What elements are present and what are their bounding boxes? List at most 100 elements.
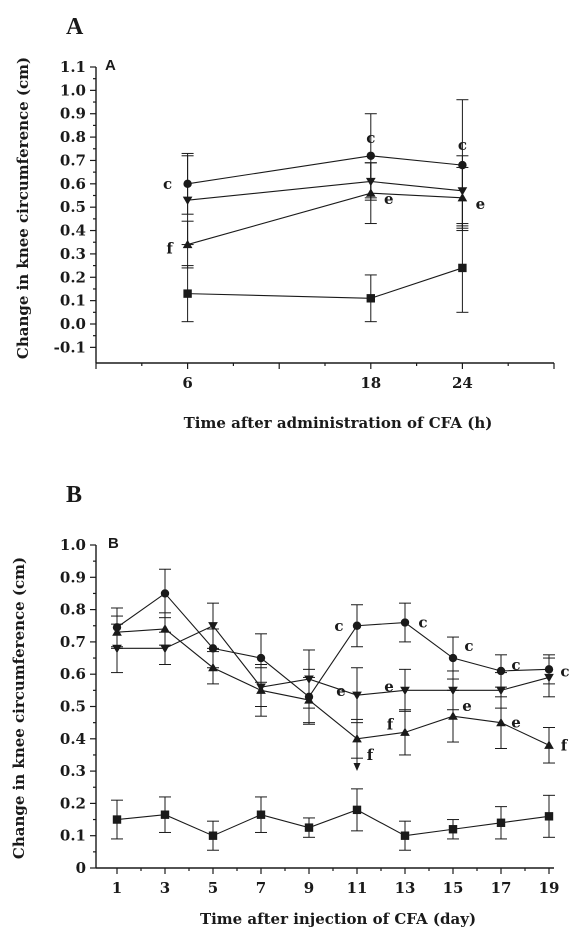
- y-tick-label: -0.1: [54, 338, 86, 356]
- panel-b-axes: 00.10.20.30.40.50.60.70.80.91.01 3 5 7 9 11 13…: [60, 536, 560, 897]
- y-tick-label: 0.6: [60, 175, 86, 193]
- y-tick-label: 0.5: [60, 698, 86, 716]
- panel-b-inner-label: B: [108, 535, 119, 552]
- y-tick-label: 0.9: [60, 568, 86, 586]
- panel-a-x-axis-label: Time after administration of CFA (h): [184, 414, 493, 432]
- data-point: [304, 823, 314, 832]
- y-tick-label: 0.7: [60, 151, 86, 169]
- series-line: [187, 192, 463, 246]
- data-point: [448, 825, 458, 834]
- data-point: [256, 653, 266, 663]
- data-point: [208, 831, 218, 840]
- y-tick-label: 0.3: [60, 762, 86, 780]
- x-tick-label: 13: [395, 879, 416, 897]
- y-tick-label: 0: [76, 859, 86, 877]
- data-point: [366, 294, 375, 303]
- data-point: [400, 618, 410, 627]
- data-point: [352, 805, 362, 815]
- data-point: [208, 662, 218, 672]
- annotation-arrow: [353, 752, 361, 771]
- x-tick-label: 18: [360, 374, 381, 392]
- y-tick-label: 0.6: [60, 665, 86, 683]
- series-line: [116, 809, 550, 837]
- data-point: [496, 717, 506, 727]
- series-line: [187, 267, 463, 299]
- x-tick-label: 3: [160, 879, 170, 897]
- significance-label: c: [418, 614, 427, 632]
- significance-label: e: [384, 190, 394, 208]
- x-tick-label: 11: [347, 879, 368, 897]
- data-point: [160, 624, 170, 633]
- significance-label: c: [464, 637, 473, 655]
- series-line: [116, 628, 550, 746]
- panel-a-y-axis-label: Change in knee circumference (cm): [14, 57, 32, 359]
- data-point: [458, 263, 467, 273]
- data-point: [496, 686, 506, 696]
- data-point: [496, 818, 506, 827]
- data-point: [544, 740, 554, 749]
- data-point: [352, 733, 362, 743]
- significance-label: e: [462, 697, 472, 715]
- x-tick-label: 7: [256, 879, 266, 897]
- data-point: [448, 686, 458, 696]
- data-point: [182, 196, 193, 206]
- significance-label: e: [511, 714, 521, 732]
- data-point: [457, 187, 468, 196]
- significance-label: c: [511, 656, 520, 674]
- data-point: [183, 289, 192, 298]
- x-tick-label: 1: [112, 879, 122, 897]
- data-point: [256, 683, 266, 692]
- panel-a-inner-label: A: [105, 57, 116, 74]
- data-point: [400, 727, 410, 736]
- panel-b-letter: B: [66, 482, 82, 508]
- panel-a-letter: A: [66, 14, 84, 40]
- data-point: [304, 675, 314, 684]
- panel-a-series: c c c f e e: [163, 99, 486, 323]
- data-point: [365, 177, 376, 187]
- data-point: [160, 644, 170, 654]
- panel-a-axes: -0.1 0.0 0.1 0.2 0.3 0.4 0.5 0.6 0.7 0.8 0.9 1.0 1.1…: [54, 58, 555, 392]
- significance-label: f: [387, 715, 395, 733]
- y-tick-label: 0.8: [60, 601, 86, 619]
- panel-b-x-axis-label: Time after injection of CFA (day): [200, 910, 476, 928]
- y-tick-label: 0.3: [60, 245, 86, 263]
- series-line: [116, 592, 550, 698]
- series-line: [117, 625, 550, 696]
- data-point: [160, 589, 170, 598]
- data-point: [544, 673, 554, 683]
- panel-b-y-axis-label: Change in knee circumference (cm): [10, 557, 28, 859]
- significance-label: f: [367, 746, 375, 764]
- x-tick-label: 9: [304, 879, 314, 897]
- data-point: [544, 812, 554, 821]
- y-tick-label: 1.1: [60, 58, 86, 76]
- significance-label: f: [166, 240, 174, 258]
- y-tick-label: 0.1: [60, 292, 86, 310]
- data-point: [448, 653, 458, 663]
- x-tick-label: 6: [182, 374, 192, 392]
- x-tick-label: 19: [539, 879, 560, 897]
- y-tick-label: 0.0: [60, 315, 86, 333]
- y-tick-label: 1.0: [60, 536, 86, 554]
- data-point: [112, 815, 122, 824]
- x-tick-label: 24: [452, 374, 473, 392]
- y-tick-label: 0.2: [60, 794, 86, 812]
- y-tick-label: 1.0: [60, 81, 86, 99]
- significance-label: f: [561, 736, 569, 754]
- y-tick-label: 0.4: [60, 222, 86, 240]
- y-tick-label: 0.8: [60, 128, 86, 146]
- data-point: [352, 691, 362, 701]
- significance-label: c: [334, 617, 343, 635]
- significance-label: c: [560, 662, 569, 680]
- x-tick-label: 17: [491, 879, 512, 897]
- y-tick-label: 0.1: [60, 827, 86, 845]
- significance-label: e: [476, 195, 486, 213]
- significance-label: c: [366, 129, 375, 147]
- significance-label: e: [336, 682, 346, 700]
- significance-label: e: [384, 677, 394, 695]
- significance-label: c: [163, 175, 172, 193]
- data-point: [256, 810, 266, 819]
- data-point: [160, 810, 170, 819]
- y-tick-label: 0.9: [60, 105, 86, 123]
